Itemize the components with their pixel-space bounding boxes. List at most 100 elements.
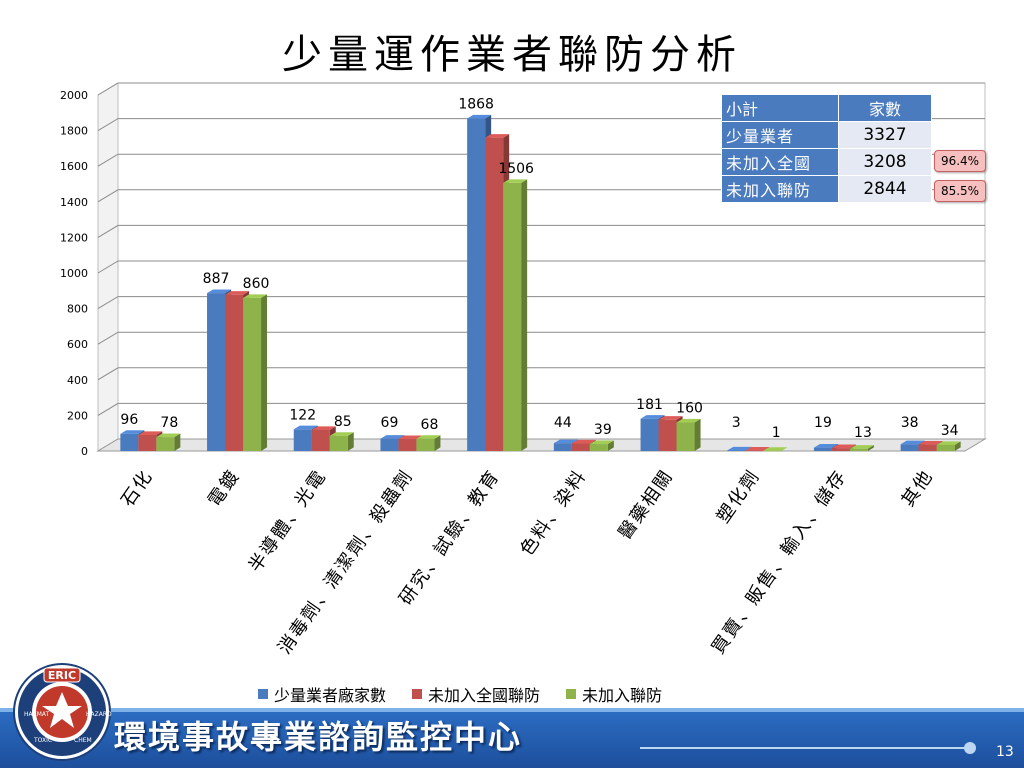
bar [813, 447, 832, 451]
bar-top [156, 433, 181, 438]
bar-top [640, 415, 665, 419]
bar-top [831, 444, 856, 449]
gridline [97, 331, 985, 345]
legend-swatch [258, 689, 268, 699]
bar-side [174, 433, 181, 451]
gridline [97, 296, 985, 310]
category-label: 電鍍 [204, 466, 244, 511]
bar [225, 294, 244, 451]
bar-side [521, 179, 528, 451]
bar [900, 444, 919, 451]
legend-label: 未加入聯防 [582, 686, 663, 705]
legend-label: 未加入全國聯防 [428, 686, 541, 705]
data-label: 3 [732, 415, 741, 431]
summary-row-value: 3327 [838, 121, 932, 149]
data-label: 160 [676, 401, 703, 417]
bar [727, 450, 746, 451]
data-label: 1506 [498, 161, 534, 177]
category-label: 研究、試驗、教育 [395, 466, 504, 609]
bar [398, 439, 417, 451]
gridline [97, 224, 985, 238]
category-label: 半導體、光電 [245, 466, 331, 576]
bar-top [553, 439, 578, 444]
logo-text-bottom-left: TOXIC [33, 737, 52, 744]
gridline [97, 118, 985, 132]
bar-top [225, 291, 250, 295]
data-label: 13 [854, 425, 872, 441]
bar-top [138, 431, 163, 435]
bar-side [261, 294, 268, 451]
bar [120, 433, 139, 451]
footer-line [640, 747, 966, 749]
bar [831, 448, 850, 451]
bar-top [467, 114, 492, 119]
y-tick-label: 0 [81, 445, 88, 458]
summary-header-row: 小計 家數 [721, 94, 932, 122]
bar [293, 429, 312, 451]
category-label: 石化 [117, 466, 157, 511]
category-label: 其他 [898, 466, 938, 511]
summary-row: 未加入全國 3208 [721, 148, 932, 176]
logo-text-bottom-right: CHEM [74, 737, 92, 744]
bar-top [676, 418, 701, 423]
legend-item: 未加入全國聯防 [412, 682, 540, 706]
bar-top [416, 435, 441, 439]
bar-top [503, 179, 528, 183]
bar-top [727, 446, 752, 451]
bar-side [434, 435, 441, 451]
logo-text-right: HAZARD [86, 711, 112, 718]
footer-band [0, 708, 1024, 768]
footer-dot [964, 742, 976, 754]
bar [485, 137, 504, 451]
bar [329, 435, 348, 451]
organization-name: 環境事故專業諮詢監控中心 [114, 718, 523, 756]
y-tick-label: 1600 [60, 160, 88, 173]
bar-chart: 0 200 400 600 800 1000 1200 1400 1600 1800 2000 96 7… [60, 82, 987, 658]
summary-row: 未加入聯防 2844 [721, 175, 932, 203]
bar-top [849, 445, 874, 449]
y-tick-label: 800 [67, 303, 88, 316]
data-label: 44 [554, 415, 572, 431]
gridline [97, 402, 985, 416]
summary-row: 少量業者 3327 [721, 121, 932, 149]
bar-top [120, 430, 145, 434]
summary-row-value: 2844 [838, 175, 932, 203]
y-tick-label: 1800 [60, 125, 88, 138]
bar-top [900, 440, 925, 445]
bar [571, 443, 590, 451]
summary-row-label: 未加入全國 [721, 148, 839, 176]
eric-logo-icon: ERIC HAZMAT HAZARD TOXIC CHEM [13, 663, 112, 761]
legend-item: 未加入聯防 [566, 682, 662, 706]
bar [763, 450, 782, 452]
bar [416, 438, 435, 451]
percentage-badge-national: 96.4% [934, 150, 986, 172]
slide-title: 少量運作業者聯防分析 [282, 32, 742, 78]
bar-top [918, 440, 943, 445]
bar-top [398, 435, 423, 440]
legend-swatch [412, 689, 423, 699]
bar-side [867, 445, 874, 451]
category-label: 色料、染料 [516, 466, 591, 560]
bar [243, 297, 262, 451]
bar-top [243, 294, 268, 298]
bar [849, 448, 868, 451]
bar [589, 444, 608, 451]
bar-side [781, 447, 788, 451]
bar-top [763, 447, 788, 451]
bar-top [380, 435, 405, 439]
logo-text-top: ERIC [48, 669, 76, 682]
bar [553, 443, 572, 451]
bar [918, 444, 937, 451]
bar-side [607, 440, 614, 451]
category-label: 醫藥相關 [615, 466, 678, 544]
bar [467, 118, 486, 451]
logo-text-left: HAZMAT [24, 711, 50, 718]
legend-swatch [566, 689, 577, 699]
bar-top [658, 416, 683, 420]
page-number: 13 [996, 744, 1014, 760]
bar [207, 293, 226, 451]
gridline [97, 260, 985, 274]
bar [311, 429, 330, 451]
bar-side [694, 418, 701, 451]
legend-item: 少量業者廠家數 [258, 682, 386, 706]
